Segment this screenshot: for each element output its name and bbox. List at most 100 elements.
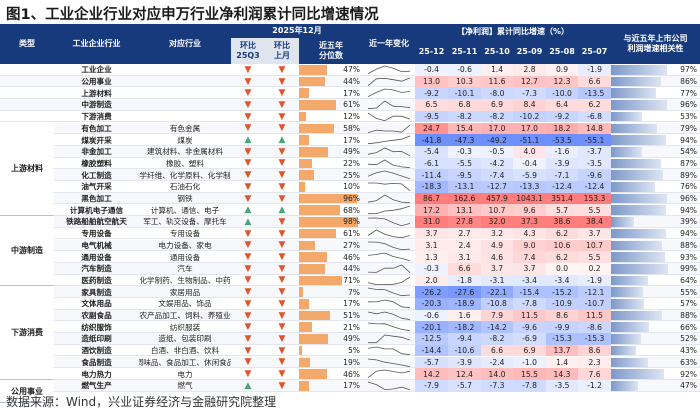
percentile-fill — [299, 252, 327, 262]
percentile-bar: 49% — [299, 146, 363, 158]
table-row — [0, 64, 700, 76]
correlation-value: 47% — [680, 381, 697, 391]
growth-value: 14.0 — [481, 368, 513, 380]
growth-value: -1.9 — [578, 64, 611, 76]
correlation-fill — [611, 135, 666, 145]
growth-value: 6.2 — [578, 99, 611, 111]
percentile-bar: 25% — [299, 169, 363, 181]
sw-industry: 军工、轨交设备、摩托车 — [143, 217, 227, 227]
industry-name: 电力热力 — [81, 369, 112, 379]
trend-sparkline — [367, 381, 411, 390]
header-month: 25-10 — [481, 40, 513, 64]
growth-value: 2.0 — [415, 274, 448, 287]
data-source: 数据来源：Wind，兴业证券经济与金融研究院整理 — [6, 395, 277, 409]
correlation-value: 96% — [680, 194, 697, 204]
arrow-down-icon: ▼ — [278, 111, 286, 122]
correlation-value: 64% — [680, 275, 697, 285]
correlation-value: 93% — [680, 252, 697, 262]
industry-name: 橡胶塑料 — [81, 158, 112, 168]
growth-value: -10.9 — [546, 298, 578, 310]
percentile-bar: 61% — [299, 99, 363, 111]
growth-value: 0.9 — [546, 64, 578, 76]
growth-value: -3.4 — [513, 274, 546, 287]
growth-value: -1.0 — [513, 356, 546, 369]
arrow-down-icon: ▼ — [278, 263, 286, 274]
correlation-fill — [611, 217, 634, 227]
growth-value: -0.6 — [415, 309, 448, 322]
industry-name: 下游消费 — [81, 112, 112, 122]
correlation-fill — [611, 310, 663, 321]
percentile-fill — [299, 240, 316, 251]
correlation-value: 63% — [680, 357, 697, 367]
correlation-fill — [611, 275, 649, 286]
sw-industry — [139, 76, 231, 88]
growth-value: 9.6 — [513, 204, 546, 217]
sw-industry: 化学制药、生物制品、中药 — [139, 275, 231, 285]
percentile-value: 10% — [343, 182, 360, 192]
growth-value: 6.6 — [578, 75, 611, 88]
growth-value: -7.8 — [513, 298, 546, 310]
trend-sparkline — [367, 264, 411, 273]
correlation-fill — [611, 240, 663, 251]
percentile-bar: 44% — [299, 76, 363, 88]
correlation-fill — [611, 287, 643, 297]
sw-industry: 有色金属 — [169, 123, 201, 133]
growth-value: 1.3 — [415, 251, 448, 263]
growth-value: -51.1 — [513, 134, 546, 146]
table-row — [0, 99, 700, 111]
arrow-down-icon: ▼ — [244, 158, 252, 169]
percentile-value: 58% — [343, 123, 360, 133]
growth-value: -7.3 — [513, 87, 546, 100]
correlation-value: 54% — [680, 147, 697, 157]
trend-sparkline — [367, 77, 411, 86]
correlation-fill — [611, 205, 666, 216]
correlation-fill — [611, 158, 662, 169]
percentile-fill — [299, 322, 312, 333]
sw-industry: 石油石化 — [169, 182, 201, 192]
arrow-down-icon: ▼ — [244, 123, 252, 134]
growth-value: -12.5 — [415, 333, 448, 345]
arrow-down-icon: ▼ — [278, 170, 286, 181]
industry-name: 铁路船舶航空航天 — [66, 217, 127, 227]
growth-value: 10.3 — [448, 75, 481, 88]
header-month: 25-08 — [546, 40, 578, 64]
arrow-up-icon: ▲ — [244, 380, 252, 391]
percentile-fill — [299, 275, 342, 286]
arrow-down-icon: ▼ — [278, 252, 286, 263]
industry-name: 非金加工 — [81, 147, 112, 157]
growth-value: 3.7 — [578, 227, 611, 240]
arrow-down-icon: ▼ — [278, 99, 286, 110]
arrow-down-icon: ▼ — [278, 228, 286, 239]
arrow-down-icon: ▼ — [278, 345, 286, 356]
growth-value: 6.6 — [448, 262, 481, 275]
growth-value: 15.4 — [448, 122, 481, 135]
growth-value: -9.2 — [546, 110, 578, 123]
header-sw-industry: 对应行业 — [139, 24, 231, 64]
percentile-fill — [299, 263, 326, 274]
arrow-down-icon: ▼ — [278, 193, 286, 204]
growth-value: 14.8 — [578, 122, 611, 135]
correlation-value: 92% — [680, 369, 697, 379]
table-row — [0, 344, 700, 357]
growth-value: 6.2 — [546, 251, 578, 263]
percentile-bar: 96% — [299, 193, 363, 205]
arrow-down-icon: ▼ — [278, 240, 286, 251]
growth-value: 457.9 — [481, 192, 513, 205]
percentile-fill — [299, 88, 310, 99]
arrow-down-icon: ▼ — [244, 111, 252, 122]
growth-value: 4.3 — [513, 227, 546, 240]
growth-value: 17.0 — [513, 122, 546, 135]
growth-value: 2.7 — [448, 227, 481, 240]
growth-value: 12.4 — [448, 368, 481, 380]
growth-value: 8.6 — [546, 309, 578, 322]
growth-value: -9.2 — [415, 87, 448, 100]
growth-value: 10.6 — [546, 239, 578, 252]
growth-value: -55.1 — [578, 134, 611, 146]
growth-value: -10.6 — [448, 344, 481, 357]
industry-name: 工业企业 — [81, 65, 112, 75]
correlation-fill — [611, 369, 665, 379]
percentile-value: 5% — [347, 346, 360, 356]
growth-value: -3.9 — [546, 157, 578, 170]
industry-name: 公用事业 — [81, 77, 112, 87]
growth-value: 31.0 — [415, 216, 448, 228]
